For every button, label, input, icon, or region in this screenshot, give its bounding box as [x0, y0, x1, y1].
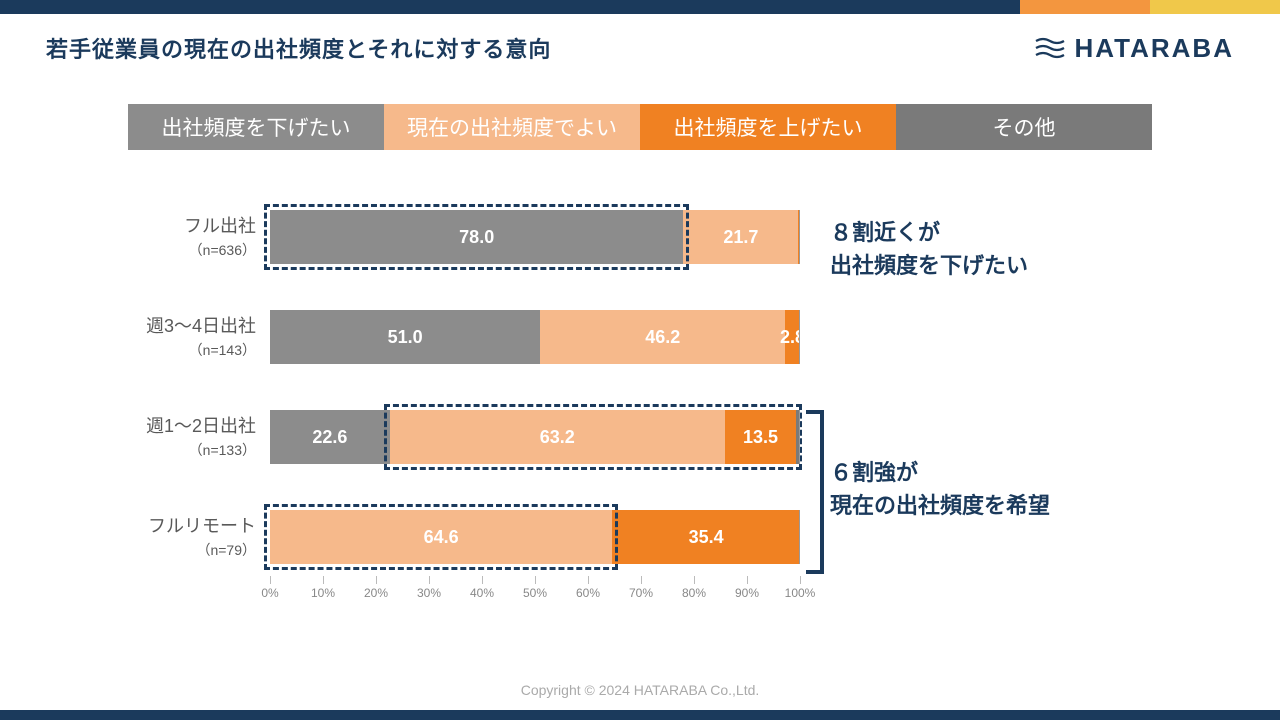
- row-sample-size: （n=79）: [70, 542, 256, 559]
- accent-yellow: [1150, 0, 1280, 14]
- tick-label: 50%: [523, 586, 547, 600]
- brand-text: HATARABA: [1075, 33, 1234, 64]
- row-label: フル出社: [70, 210, 256, 238]
- tick-line: [535, 576, 536, 584]
- tick-label: 90%: [735, 586, 759, 600]
- brand-wave-icon: [1035, 37, 1065, 59]
- page-title: 若手従業員の現在の出社頻度とそれに対する意向: [46, 32, 551, 64]
- tick-label: 70%: [629, 586, 653, 600]
- bar-segment: 35.4: [612, 510, 800, 564]
- row-sample-size: （n=133）: [70, 442, 256, 459]
- chart-row: フルリモート（n=79）64.635.4: [270, 510, 800, 564]
- tick-line: [482, 576, 483, 584]
- top-bar: [0, 0, 1280, 14]
- row-label: 週3～4日出社: [70, 310, 256, 338]
- bar-segment: 46.2: [540, 310, 785, 364]
- bar-end-line: [799, 210, 800, 264]
- tick-label: 10%: [311, 586, 335, 600]
- stacked-bar: 22.663.213.5: [270, 410, 800, 464]
- row-label-group: フルリモート （n=79）: [70, 510, 270, 564]
- bottom-bar: [0, 710, 1280, 720]
- stacked-bar-chart: フル出社（n=636）78.021.7 週3～4日出社（n=143）51.046.…: [270, 210, 800, 604]
- bar-segment: 13.5: [725, 410, 797, 464]
- header: 若手従業員の現在の出社頻度とそれに対する意向 HATARABA: [0, 14, 1280, 64]
- row-label-group: フル出社 （n=636）: [70, 210, 270, 264]
- tick-label: 30%: [417, 586, 441, 600]
- stacked-bar: 64.635.4: [270, 510, 800, 564]
- tick-line: [588, 576, 589, 584]
- tick-line: [376, 576, 377, 584]
- bar-segment: 63.2: [390, 410, 725, 464]
- row-label-group: 週3～4日出社 （n=143）: [70, 310, 270, 364]
- bar-segment: 21.7: [683, 210, 798, 264]
- tick-line: [800, 576, 801, 584]
- tick-label: 0%: [261, 586, 278, 600]
- chart-row: 週1～2日出社（n=133）22.663.213.5: [270, 410, 800, 464]
- accent-orange: [1020, 0, 1150, 14]
- row-label-group: 週1～2日出社 （n=133）: [70, 410, 270, 464]
- brand: HATARABA: [1035, 33, 1234, 64]
- row-sample-size: （n=636）: [70, 242, 256, 259]
- tick-label: 100%: [785, 586, 816, 600]
- tick-label: 80%: [682, 586, 706, 600]
- tick-line: [270, 576, 271, 584]
- stacked-bar: 78.021.7: [270, 210, 800, 264]
- bar-end-line: [799, 310, 800, 364]
- tick-line: [694, 576, 695, 584]
- row-label: 週1～2日出社: [70, 410, 256, 438]
- bar-segment: 51.0: [270, 310, 540, 364]
- row-sample-size: （n=143）: [70, 342, 256, 359]
- stacked-bar: 51.046.22.8: [270, 310, 800, 364]
- bar-segment: 2.8: [785, 310, 800, 364]
- tick-line: [641, 576, 642, 584]
- bar-end-line: [799, 510, 800, 564]
- bar-end-line: [799, 410, 800, 464]
- chart-row: フル出社（n=636）78.021.7: [270, 210, 800, 264]
- tick-line: [323, 576, 324, 584]
- bracket-icon: [806, 410, 824, 574]
- tick-line: [747, 576, 748, 584]
- row-label: フルリモート: [70, 510, 256, 538]
- copyright: Copyright © 2024 HATARABA Co.,Ltd.: [0, 682, 1280, 698]
- legend-item: 出社頻度を上げたい: [640, 104, 896, 150]
- chart-row: 週3～4日出社（n=143）51.046.22.8: [270, 310, 800, 364]
- x-axis: 0%10%20%30%40%50%60%70%80%90%100%: [270, 580, 800, 604]
- annotation-2: ６割強が 現在の出社頻度を希望: [830, 456, 1250, 522]
- legend-item: 出社頻度を下げたい: [128, 104, 384, 150]
- bar-segment: 78.0: [270, 210, 683, 264]
- bar-segment: 64.6: [270, 510, 612, 564]
- tick-label: 60%: [576, 586, 600, 600]
- tick-label: 40%: [470, 586, 494, 600]
- legend-item: 現在の出社頻度でよい: [384, 104, 640, 150]
- bar-segment: 22.6: [270, 410, 390, 464]
- legend-item: その他: [896, 104, 1152, 150]
- annotation-1: ８割近くが 出社頻度を下げたい: [830, 216, 1250, 282]
- tick-label: 20%: [364, 586, 388, 600]
- tick-line: [429, 576, 430, 584]
- legend: 出社頻度を下げたい現在の出社頻度でよい出社頻度を上げたいその他: [128, 104, 1152, 150]
